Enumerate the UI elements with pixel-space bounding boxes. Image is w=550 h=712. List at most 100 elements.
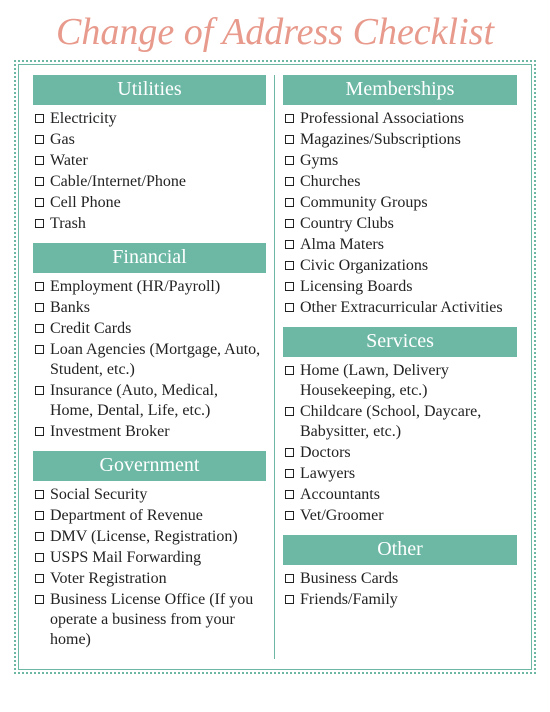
checkbox-icon[interactable] <box>285 574 294 583</box>
checklist-item-label: Business Cards <box>300 569 515 589</box>
checklist-item: Other Extracurricular Activities <box>285 298 515 318</box>
checklist-item-label: Water <box>50 151 264 171</box>
checklist-item: Licensing Boards <box>285 277 515 297</box>
checklist-item-label: Other Extracurricular Activities <box>300 298 515 318</box>
checklist-item: Department of Revenue <box>35 506 264 526</box>
checklist-item-label: Lawyers <box>300 464 515 484</box>
checkbox-icon[interactable] <box>35 511 44 520</box>
checklist-item: Alma Maters <box>285 235 515 255</box>
checklist-item: Cable/Internet/Phone <box>35 172 264 192</box>
checkbox-icon[interactable] <box>35 532 44 541</box>
checklist-item-label: Magazines/Subscriptions <box>300 130 515 150</box>
checklist-item: Gyms <box>285 151 515 171</box>
checklist-item-label: Gas <box>50 130 264 150</box>
checklist-item: Country Clubs <box>285 214 515 234</box>
checklist-item: Civic Organizations <box>285 256 515 276</box>
left-column: Utilities ElectricityGasWaterCable/Intern… <box>25 75 275 659</box>
checklist-item: Voter Registration <box>35 569 264 589</box>
checklist-item: Vet/Groomer <box>285 506 515 526</box>
checklist-item: Friends/Family <box>285 590 515 610</box>
checkbox-icon[interactable] <box>35 135 44 144</box>
checkbox-icon[interactable] <box>285 303 294 312</box>
section-memberships: Memberships Professional AssociationsMaga… <box>283 75 517 321</box>
checklist-item-label: DMV (License, Registration) <box>50 527 264 547</box>
section-header-utilities: Utilities <box>33 75 266 105</box>
checkbox-icon[interactable] <box>285 114 294 123</box>
checklist-item-label: Friends/Family <box>300 590 515 610</box>
checkbox-icon[interactable] <box>35 177 44 186</box>
checklist-item-label: Licensing Boards <box>300 277 515 297</box>
checkbox-icon[interactable] <box>35 303 44 312</box>
checkbox-icon[interactable] <box>285 407 294 416</box>
checkbox-icon[interactable] <box>285 177 294 186</box>
checkbox-icon[interactable] <box>35 574 44 583</box>
checklist-item-label: Investment Broker <box>50 422 264 442</box>
checklist-item-label: Country Clubs <box>300 214 515 234</box>
section-other: OtherBusiness CardsFriends/Family <box>283 535 517 613</box>
checkbox-icon[interactable] <box>285 366 294 375</box>
checkbox-icon[interactable] <box>35 219 44 228</box>
decorative-border-inner: Utilities ElectricityGasWaterCable/Intern… <box>18 64 532 670</box>
items-list: Social SecurityDepartment of RevenueDMV … <box>33 485 266 653</box>
checklist-item: Childcare (School, Daycare, Babysitter, … <box>285 402 515 442</box>
section-financial: Financial Employment (HR/Payroll)BanksCre… <box>33 243 266 445</box>
checkbox-icon[interactable] <box>285 198 294 207</box>
section-header-financial: Financial <box>33 243 266 273</box>
checklist-item: Gas <box>35 130 264 150</box>
section-header-services: Services <box>283 327 517 357</box>
checklist-item-label: Cable/Internet/Phone <box>50 172 264 192</box>
checklist-item-label: Business License Office (If you operate … <box>50 590 264 650</box>
checklist-item-label: Churches <box>300 172 515 192</box>
checkbox-icon[interactable] <box>285 156 294 165</box>
section-government: GovernmentSocial SecurityDepartment of R… <box>33 451 266 653</box>
checkbox-icon[interactable] <box>285 469 294 478</box>
checklist-item: Insurance (Auto, Medical, Home, Dental, … <box>35 381 264 421</box>
checklist-item-label: Insurance (Auto, Medical, Home, Dental, … <box>50 381 264 421</box>
checklist-item-label: Credit Cards <box>50 319 264 339</box>
checkbox-icon[interactable] <box>285 282 294 291</box>
checkbox-icon[interactable] <box>35 156 44 165</box>
checkbox-icon[interactable] <box>285 219 294 228</box>
checklist-item: Water <box>35 151 264 171</box>
items-list: Business CardsFriends/Family <box>283 569 517 613</box>
checklist-item: Home (Lawn, Delivery Housekeeping, etc.) <box>285 361 515 401</box>
checkbox-icon[interactable] <box>285 448 294 457</box>
decorative-border-outer: Utilities ElectricityGasWaterCable/Intern… <box>14 60 536 674</box>
checklist-item-label: Doctors <box>300 443 515 463</box>
checklist-item-label: Vet/Groomer <box>300 506 515 526</box>
checklist-item: DMV (License, Registration) <box>35 527 264 547</box>
checkbox-icon[interactable] <box>35 553 44 562</box>
checkbox-icon[interactable] <box>35 345 44 354</box>
checklist-item-label: Alma Maters <box>300 235 515 255</box>
checkbox-icon[interactable] <box>285 511 294 520</box>
checkbox-icon[interactable] <box>35 324 44 333</box>
checklist-item: Banks <box>35 298 264 318</box>
checklist-item-label: Voter Registration <box>50 569 264 589</box>
checkbox-icon[interactable] <box>35 427 44 436</box>
columns-container: Utilities ElectricityGasWaterCable/Intern… <box>25 75 525 659</box>
checklist-item-label: Professional Associations <box>300 109 515 129</box>
checklist-item-label: Social Security <box>50 485 264 505</box>
checklist-item: Investment Broker <box>35 422 264 442</box>
checklist-item: Community Groups <box>285 193 515 213</box>
checklist-item-label: USPS Mail Forwarding <box>50 548 264 568</box>
checkbox-icon[interactable] <box>285 490 294 499</box>
checklist-item: Lawyers <box>285 464 515 484</box>
checklist-item: Employment (HR/Payroll) <box>35 277 264 297</box>
checkbox-icon[interactable] <box>35 386 44 395</box>
checkbox-icon[interactable] <box>285 261 294 270</box>
checklist-item: Doctors <box>285 443 515 463</box>
checkbox-icon[interactable] <box>285 595 294 604</box>
checkbox-icon[interactable] <box>35 282 44 291</box>
checklist-item-label: Childcare (School, Daycare, Babysitter, … <box>300 402 515 442</box>
checkbox-icon[interactable] <box>35 595 44 604</box>
checkbox-icon[interactable] <box>285 240 294 249</box>
checkbox-icon[interactable] <box>35 114 44 123</box>
checkbox-icon[interactable] <box>35 490 44 499</box>
checklist-item-label: Employment (HR/Payroll) <box>50 277 264 297</box>
checkbox-icon[interactable] <box>285 135 294 144</box>
checklist-item: Credit Cards <box>35 319 264 339</box>
checkbox-icon[interactable] <box>35 198 44 207</box>
section-header-memberships: Memberships <box>283 75 517 105</box>
checklist-item: Electricity <box>35 109 264 129</box>
